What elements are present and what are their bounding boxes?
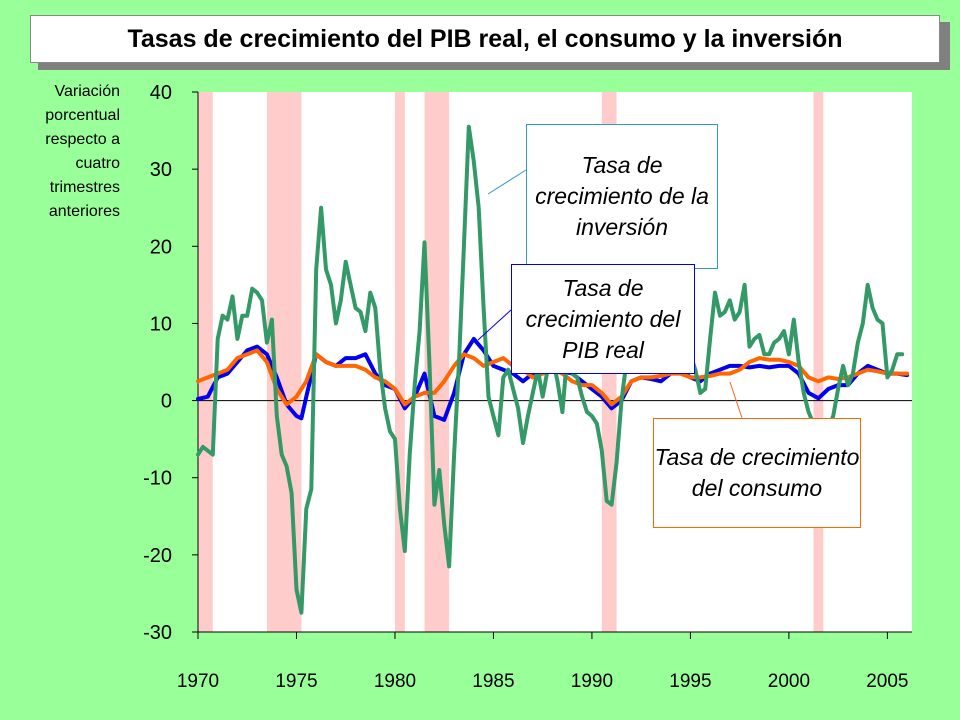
callout-gdp: Tasa de crecimiento del PIB real <box>511 264 695 374</box>
x-tick-label: 1970 <box>177 671 219 692</box>
callout-investment-text: Tasa de crecimiento de la inversión <box>535 152 709 240</box>
y-tick-label: -20 <box>143 545 172 567</box>
x-tick-label: 2005 <box>866 671 908 692</box>
axes: 40 30 20 10 0 -10 -20 -30 1970 1975 1980 1985 1990 19… <box>143 82 912 692</box>
x-tick-label: 1990 <box>571 671 613 692</box>
leader-gdp <box>477 309 512 341</box>
x-tick-label: 1975 <box>275 671 317 692</box>
recession-band <box>394 92 405 632</box>
x-tick-label: 1980 <box>374 671 416 692</box>
y-axis-label: Variación porcentual respecto a cuatro t… <box>45 83 120 220</box>
y-tick-label: -10 <box>143 468 172 490</box>
y-tick-label: 0 <box>161 391 172 413</box>
y-tick-label: -30 <box>143 622 172 644</box>
callout-investment: Tasa de crecimiento de la inversión <box>526 124 718 269</box>
recession-band <box>813 92 824 632</box>
x-tick-label: 2000 <box>768 671 810 692</box>
callout-consumption: Tasa de crecimiento del consumo <box>653 418 861 528</box>
y-tick-label: 20 <box>150 236 172 258</box>
leader-investment <box>487 169 527 195</box>
title-box: Tasas de crecimiento del PIB real, el co… <box>30 15 940 63</box>
x-tick-label: 1995 <box>669 671 711 692</box>
leader-consumption <box>729 381 743 419</box>
y-tick-label: 30 <box>150 159 172 181</box>
recession-band <box>198 92 213 632</box>
x-tick-label: 1985 <box>472 671 514 692</box>
y-tick-label: 40 <box>150 82 172 104</box>
chart-title: Tasas de crecimiento del PIB real, el co… <box>127 24 843 53</box>
callout-gdp-text: Tasa de crecimiento del PIB real <box>525 274 681 363</box>
callout-consumption-text: Tasa de crecimiento del consumo <box>654 444 860 501</box>
y-tick-label: 10 <box>150 313 172 335</box>
callout-leaders <box>477 169 743 419</box>
